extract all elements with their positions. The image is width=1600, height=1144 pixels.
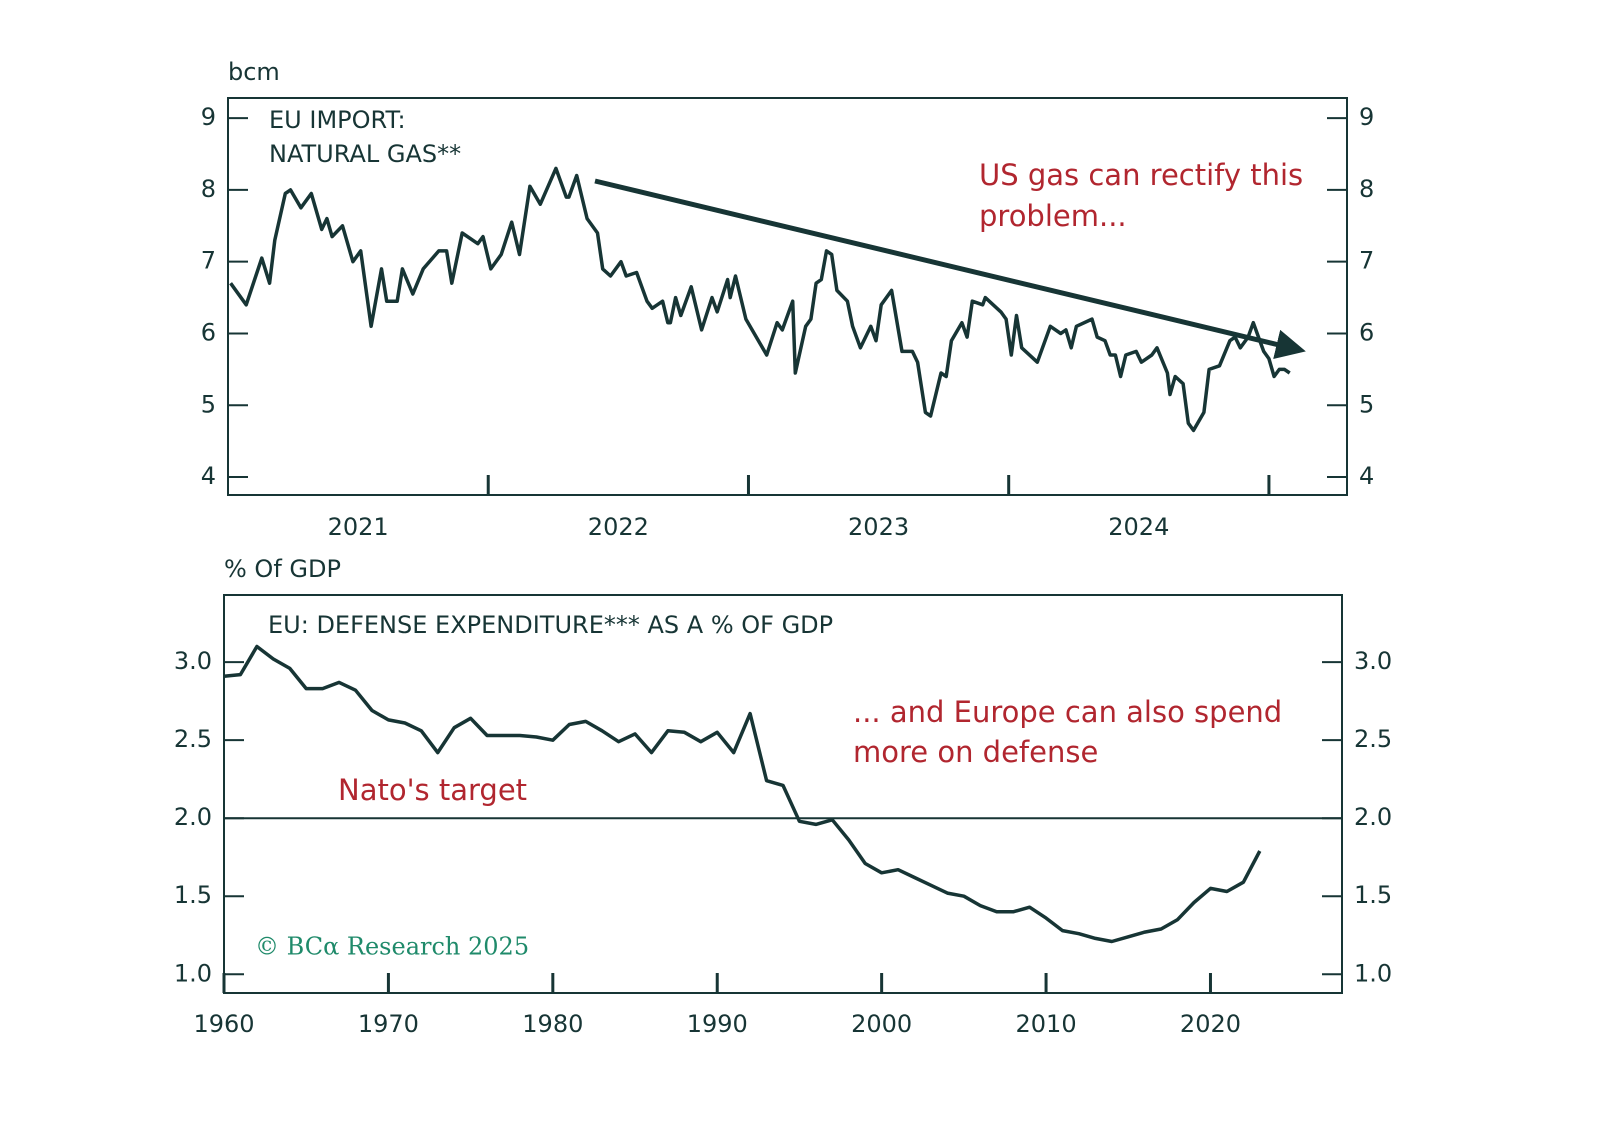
y-tick-label: 2.0 bbox=[174, 803, 212, 831]
y2-tick-label: 4 bbox=[1359, 462, 1374, 490]
data-line bbox=[229, 166, 1291, 433]
x-tick-label: 2021 bbox=[328, 513, 389, 541]
x-tick-label: 2022 bbox=[588, 513, 649, 541]
y2-tick-label: 9 bbox=[1359, 103, 1374, 131]
y2-tick-label: 6 bbox=[1359, 318, 1374, 346]
y-tick-label: 4 bbox=[201, 462, 216, 490]
y-tick-label: 7 bbox=[201, 247, 216, 275]
y2-tick-label: 5 bbox=[1359, 390, 1374, 418]
y-axis-unit: % Of GDP bbox=[224, 555, 341, 583]
y2-tick-label: 1.5 bbox=[1354, 881, 1392, 909]
trend-arrow bbox=[594, 178, 1306, 359]
y2-tick-label: 1.0 bbox=[1354, 959, 1392, 987]
y-axis-unit: bcm bbox=[228, 58, 280, 86]
y-tick-label: 2.5 bbox=[174, 725, 212, 753]
y-tick-label: 3.0 bbox=[174, 647, 212, 675]
x-tick-label: 2020 bbox=[1180, 1010, 1241, 1038]
x-tick-label: 1960 bbox=[193, 1010, 254, 1038]
x-tick-label: 1980 bbox=[522, 1010, 583, 1038]
y2-tick-label: 2.5 bbox=[1354, 725, 1392, 753]
y2-tick-label: 2.0 bbox=[1354, 803, 1392, 831]
copyright: © BCα Research 2025 bbox=[255, 933, 529, 961]
annotation: problem... bbox=[979, 199, 1127, 233]
x-tick-label: 2000 bbox=[851, 1010, 912, 1038]
y-tick-label: 1.5 bbox=[174, 881, 212, 909]
annotation: ... and Europe can also spend bbox=[853, 695, 1282, 729]
y-tick-label: 5 bbox=[201, 390, 216, 418]
annotation: US gas can rectify this bbox=[979, 158, 1303, 192]
annotation: more on defense bbox=[853, 735, 1098, 769]
y-tick-label: 9 bbox=[201, 103, 216, 131]
y2-tick-label: 7 bbox=[1359, 247, 1374, 275]
panel-title: EU IMPORT: bbox=[269, 106, 406, 134]
y2-tick-label: 3.0 bbox=[1354, 647, 1392, 675]
reference-label: Nato's target bbox=[338, 773, 527, 807]
data-line bbox=[223, 644, 1262, 944]
y-tick-label: 1.0 bbox=[174, 959, 212, 987]
panel-title: EU: DEFENSE EXPENDITURE*** AS A % OF GDP bbox=[268, 611, 833, 639]
panel-title: NATURAL GAS** bbox=[269, 140, 461, 168]
x-tick-label: 1990 bbox=[687, 1010, 748, 1038]
y-tick-label: 8 bbox=[201, 175, 216, 203]
y-tick-label: 6 bbox=[201, 318, 216, 346]
x-tick-label: 2024 bbox=[1108, 513, 1169, 541]
x-tick-label: 2010 bbox=[1016, 1010, 1077, 1038]
y2-tick-label: 8 bbox=[1359, 175, 1374, 203]
plot-frame bbox=[223, 594, 1343, 994]
x-tick-label: 1970 bbox=[358, 1010, 419, 1038]
plot-frame bbox=[227, 97, 1348, 496]
x-tick-label: 2023 bbox=[848, 513, 909, 541]
